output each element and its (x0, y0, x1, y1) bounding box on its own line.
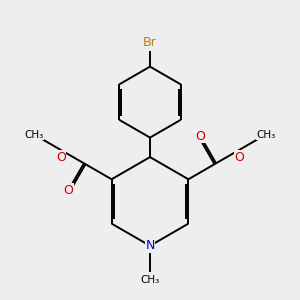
Text: CH₃: CH₃ (25, 130, 44, 140)
Text: CH₃: CH₃ (256, 130, 275, 140)
Text: CH₃: CH₃ (140, 275, 160, 285)
Text: N: N (145, 239, 155, 252)
Text: O: O (63, 184, 73, 197)
Text: O: O (56, 151, 66, 164)
Text: O: O (196, 130, 206, 143)
Text: Br: Br (143, 36, 157, 50)
Text: O: O (234, 151, 244, 164)
